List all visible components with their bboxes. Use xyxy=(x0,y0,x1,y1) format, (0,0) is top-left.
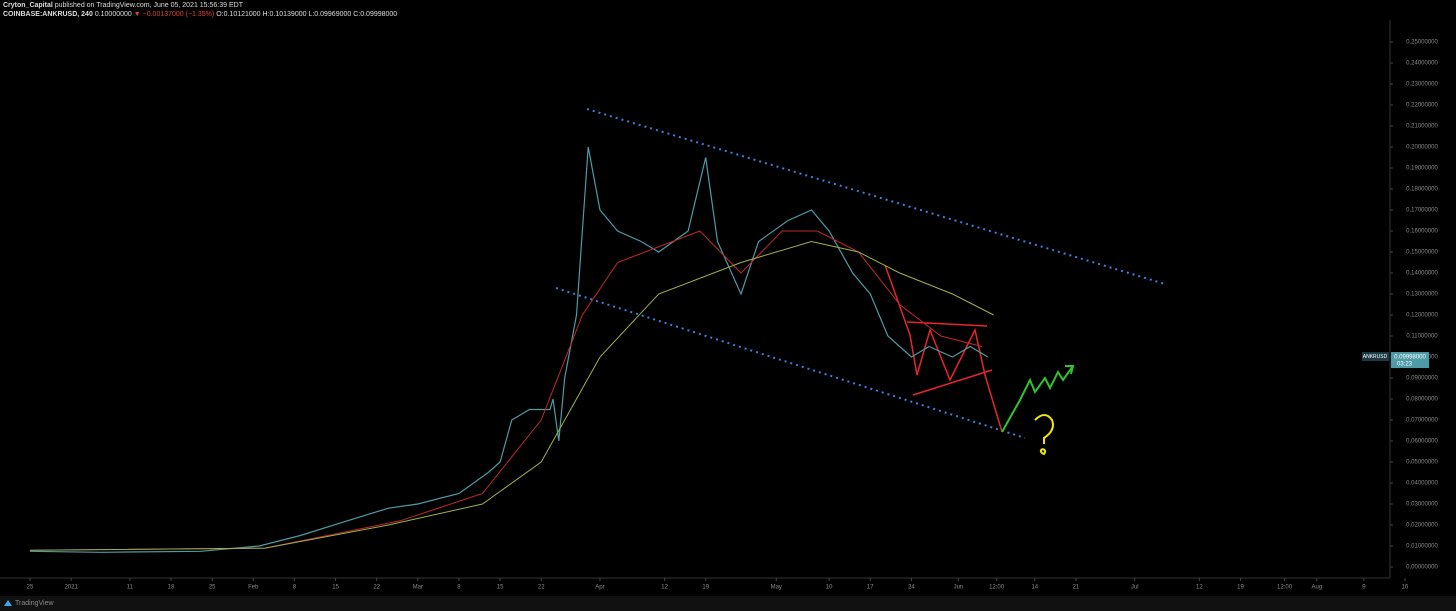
countdown: 03:23 xyxy=(1397,362,1413,368)
x-tick-label: May xyxy=(771,585,782,591)
y-tick-label: 0.07000000 xyxy=(1406,418,1438,424)
channel-top xyxy=(586,108,1166,285)
last-price-box xyxy=(1391,352,1429,369)
x-tick-label: 12 xyxy=(661,585,668,591)
x-tick-label: 12:00 xyxy=(1277,585,1293,591)
x-tick-label: 15 xyxy=(332,585,339,591)
symbol-label: ANKRUSD xyxy=(1363,354,1388,360)
footer xyxy=(0,596,1456,611)
y-tick-label: 0.05000000 xyxy=(1406,460,1438,466)
green-arrow-head xyxy=(1065,365,1075,375)
x-tick-label: 19 xyxy=(702,585,709,591)
x-tick-label: 25 xyxy=(27,585,34,591)
question-mark xyxy=(1034,414,1054,456)
y-tick-label: 0.19000000 xyxy=(1406,166,1438,172)
y-tick-label: 0.13000000 xyxy=(1406,292,1438,298)
y-tick-label: 0.23000000 xyxy=(1406,82,1438,88)
x-tick-label: 24 xyxy=(908,585,915,591)
y-tick-label: 0.12000000 xyxy=(1406,313,1438,319)
y-tick-label: 0.16000000 xyxy=(1406,229,1438,235)
author: Cryton_Capital xyxy=(3,2,53,9)
y-tick-label: 0.03000000 xyxy=(1406,502,1438,508)
y-tick-label: 0.15000000 xyxy=(1406,250,1438,256)
change: ▼ −0.00137000 (−1.35%) xyxy=(134,11,215,18)
ohlc: O:0.10121000 H:0.10139000 L:0.09969000 C… xyxy=(216,11,397,18)
y-tick-label: 0.21000000 xyxy=(1406,124,1438,130)
y-tick-label: 0.20000000 xyxy=(1406,145,1438,151)
symbol: COINBASE:ANKRUSD, 240 xyxy=(3,11,93,18)
brand-logo xyxy=(4,600,12,606)
y-tick-label: 0.00000000 xyxy=(1406,565,1438,571)
y-tick-label: 0.25000000 xyxy=(1406,40,1438,46)
x-tick-label: 11 xyxy=(127,585,134,591)
last-price-label: 0.09998000 xyxy=(1394,355,1426,361)
moving-average xyxy=(29,240,994,551)
x-tick-label: Mar xyxy=(413,585,423,591)
x-tick-label: 25 xyxy=(209,585,216,591)
x-tick-label: 15 xyxy=(497,585,504,591)
y-tick-label: 0.11000000 xyxy=(1406,334,1438,340)
green-arrow xyxy=(1001,365,1074,433)
y-tick-label: 0.06000000 xyxy=(1406,439,1438,445)
y-tick-label: 0.02000000 xyxy=(1406,523,1438,529)
triangle-drawing xyxy=(884,264,1003,433)
y-tick-label: 0.17000000 xyxy=(1406,208,1438,214)
y-tick-label: 0.24000000 xyxy=(1406,61,1438,67)
brand: TradingView xyxy=(15,600,54,607)
x-tick-label: 16 xyxy=(1402,585,1409,591)
x-tick-label: 14 xyxy=(1031,585,1038,591)
y-tick-label: 0.22000000 xyxy=(1406,103,1438,109)
header-line-1: Cryton_Capital published on TradingView.… xyxy=(3,2,244,9)
x-tick-label: 10 xyxy=(826,585,833,591)
y-tick-label: 0.08000000 xyxy=(1406,397,1438,403)
x-tick-label: 8 xyxy=(457,585,461,591)
x-tick-label: 17 xyxy=(867,585,874,591)
x-tick-label: 9 xyxy=(1362,585,1366,591)
x-tick-label: 12 xyxy=(1196,585,1203,591)
y-tick-label: 0.01000000 xyxy=(1406,544,1438,550)
channel-bottom xyxy=(555,287,1026,439)
x-tick-label: 12:00 xyxy=(989,585,1005,591)
y-tick-label: 0.14000000 xyxy=(1406,271,1438,277)
header-line-2: COINBASE:ANKRUSD, 240 0.10000000 ▼ −0.00… xyxy=(3,11,397,18)
price-line xyxy=(29,146,989,553)
x-tick-label: Apr xyxy=(595,585,604,591)
x-tick-label: Aug xyxy=(1312,585,1323,591)
x-tick-label: Jul xyxy=(1131,585,1139,591)
x-tick-label: Jun xyxy=(954,585,964,591)
moving-average xyxy=(29,230,983,551)
x-tick-label: 22 xyxy=(373,585,380,591)
x-tick-label: 22 xyxy=(538,585,545,591)
x-tick-label: 21 xyxy=(1073,585,1080,591)
x-tick-label: Feb xyxy=(248,585,259,591)
x-tick-label: 2021 xyxy=(64,585,78,591)
y-tick-label: 0.18000000 xyxy=(1406,187,1438,193)
y-tick-label: 0.04000000 xyxy=(1406,481,1438,487)
x-tick-label: 19 xyxy=(1237,585,1244,591)
symbol-label-box xyxy=(1362,352,1389,362)
x-tick-label: 18 xyxy=(168,585,175,591)
price: 0.10000000 xyxy=(95,11,132,18)
y-tick-label: 0.09000000 xyxy=(1406,376,1438,382)
x-tick-label: 8 xyxy=(293,585,297,591)
published: published on TradingView.com, June 05, 2… xyxy=(55,2,244,9)
